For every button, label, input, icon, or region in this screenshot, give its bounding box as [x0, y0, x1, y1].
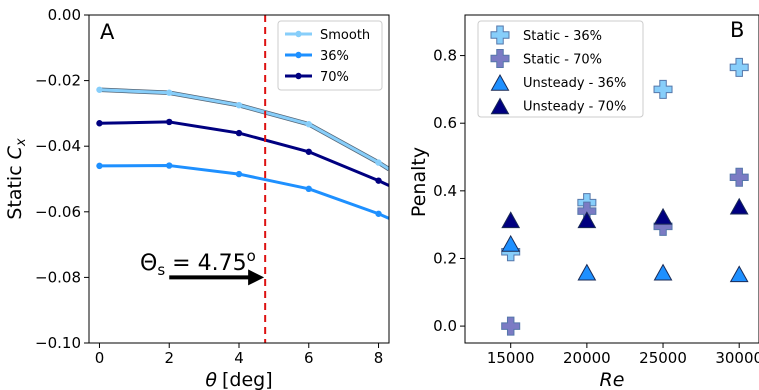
panel-a-y-axis-label: Static Cx	[4, 138, 29, 220]
panel-a-y-tick-label: −0.06	[35, 203, 81, 221]
legend-marker-unsteady-70	[490, 97, 510, 115]
data-point-unsteady-36	[653, 263, 673, 281]
panel-b-y-tick-label: 0.8	[433, 47, 457, 65]
data-point-36	[235, 170, 243, 178]
annotation-superscript: o	[247, 247, 256, 265]
data-point-static-70	[501, 316, 521, 336]
panel-b-x-tick-label: 20000	[563, 349, 611, 367]
theta-s-annotation: Θs = 4.75o	[140, 247, 256, 279]
data-point-unsteady-36	[501, 234, 521, 252]
panel-a-y-axis-subscript: x	[14, 138, 29, 147]
panel-b-y-tick-label: 0.0	[433, 317, 457, 335]
panel-a-legend: Smooth 36% 70%	[277, 20, 383, 91]
data-point-unsteady-36	[729, 265, 749, 283]
panel-a-y-tick-label: −0.02	[35, 72, 81, 90]
panel-b-plot-area	[501, 57, 749, 336]
panel-b-y-axis-label: Penalty	[408, 147, 430, 217]
data-point-70	[166, 118, 173, 126]
panel-a-y-tick-label: −0.10	[35, 334, 81, 352]
panel-a-y-axis-symbol: C	[4, 145, 26, 159]
legend-label-unsteady-36: Unsteady - 36%	[523, 76, 626, 91]
panel-b-frame	[464, 14, 759, 344]
panel-b-legend-box	[477, 20, 644, 118]
panel-a-label: A	[100, 20, 115, 44]
panel-a-x-axis-symbol: θ	[205, 369, 217, 390]
legend-marker-70	[295, 72, 302, 80]
data-point-70	[305, 148, 312, 155]
legend-label-70: 70%	[320, 70, 349, 85]
panel-b-x-tick-label: 25000	[639, 349, 687, 367]
series-line-smooth	[99, 88, 389, 171]
legend-label-36: 36%	[320, 49, 349, 64]
legend-marker-static-36	[490, 25, 510, 45]
panel-a-ticks: 0 2 4 6 8 0.00 −0.02 −0.04 −0.06 −0.08 −0.10	[35, 6, 383, 367]
panel-b-ticks: 15000 20000 25000 30000 0.0 0.2 0.4 0.6 0.8	[433, 47, 759, 367]
legend-marker-unsteady-36	[490, 73, 510, 91]
legend-label-unsteady-70: Unsteady - 70%	[523, 100, 626, 115]
panel-a-x-tick-label: 4	[234, 349, 244, 367]
annotation-subscript: s	[157, 261, 165, 279]
panel-b-y-tick-label: 0.6	[433, 114, 457, 132]
panel-b-y-tick-label: 0.4	[433, 182, 457, 200]
data-point-36	[375, 210, 382, 217]
panel-b-x-axis-label: Re	[600, 369, 625, 390]
panel-a-plot-area	[96, 15, 389, 343]
data-point-unsteady-36	[577, 263, 597, 281]
data-point-70	[235, 129, 243, 137]
annotation-value: = 4.75	[165, 251, 246, 276]
data-point-unsteady-70	[653, 207, 673, 225]
data-point-unsteady-70	[729, 197, 749, 215]
legend-label-static-70: Static - 70%	[523, 53, 602, 68]
panel-a-legend-box	[277, 20, 383, 91]
panel-b-x-tick-label: 30000	[715, 349, 759, 367]
data-point-unsteady-70	[577, 211, 597, 229]
panel-a-y-tick-label: −0.04	[35, 137, 81, 155]
panel-b-x-tick-label: 15000	[487, 349, 535, 367]
data-point-70	[375, 177, 382, 184]
series-line-36	[99, 164, 389, 220]
panel-a-x-axis-unit: [deg]	[222, 369, 273, 390]
data-point-static-36	[653, 79, 673, 99]
panel-a-y-tick-label: −0.08	[35, 268, 81, 286]
data-point-static-36	[729, 57, 749, 77]
data-point-static-70	[729, 167, 749, 187]
panel-b-chart: 15000 20000 25000 30000 0.0 0.2 0.4 0.6 0.8 B Re…	[408, 14, 759, 390]
data-point-36	[96, 162, 103, 170]
legend-marker-36	[295, 51, 302, 59]
panel-a-annotation: Θs = 4.75o	[140, 247, 265, 286]
data-point-smooth	[166, 89, 173, 96]
legend-marker-smooth	[295, 30, 302, 38]
panel-b-y-tick-label: 0.2	[433, 249, 457, 267]
legend-marker-static-70	[490, 49, 510, 68]
data-point-70	[96, 120, 103, 127]
panel-b-label: B	[730, 18, 744, 42]
legend-label-static-36: Static - 36%	[523, 29, 602, 44]
data-point-smooth	[305, 121, 312, 128]
legend-label-smooth: Smooth	[320, 28, 370, 43]
panel-a-chart: 0 2 4 6 8 0.00 −0.02 −0.04 −0.06 −0.08 −0.10 A θ [d…	[4, 6, 390, 390]
panel-a-y-tick-label: 0.00	[48, 6, 81, 24]
data-point-36	[305, 185, 312, 193]
panel-a-x-tick-label: 2	[164, 349, 174, 367]
panel-a-y-axis-prefix: Static	[4, 159, 26, 219]
annotation-symbol: Θ	[140, 251, 157, 276]
data-point-smooth	[96, 86, 103, 93]
panel-b-legend: Static - 36% Static - 70% Unsteady - 36% Un…	[477, 20, 644, 118]
series-line-outline-smooth	[99, 87, 389, 172]
data-point-smooth	[375, 159, 382, 166]
data-point-36	[166, 162, 173, 169]
panel-a-x-tick-label: 0	[95, 349, 105, 367]
panel-a-x-axis-label: θ [deg]	[205, 369, 272, 390]
panel-a-x-tick-label: 8	[374, 349, 384, 367]
data-point-unsteady-70	[501, 211, 521, 229]
data-point-smooth	[235, 102, 243, 109]
panel-a-x-tick-label: 6	[304, 349, 314, 367]
annotation-arrow-head	[248, 269, 265, 286]
